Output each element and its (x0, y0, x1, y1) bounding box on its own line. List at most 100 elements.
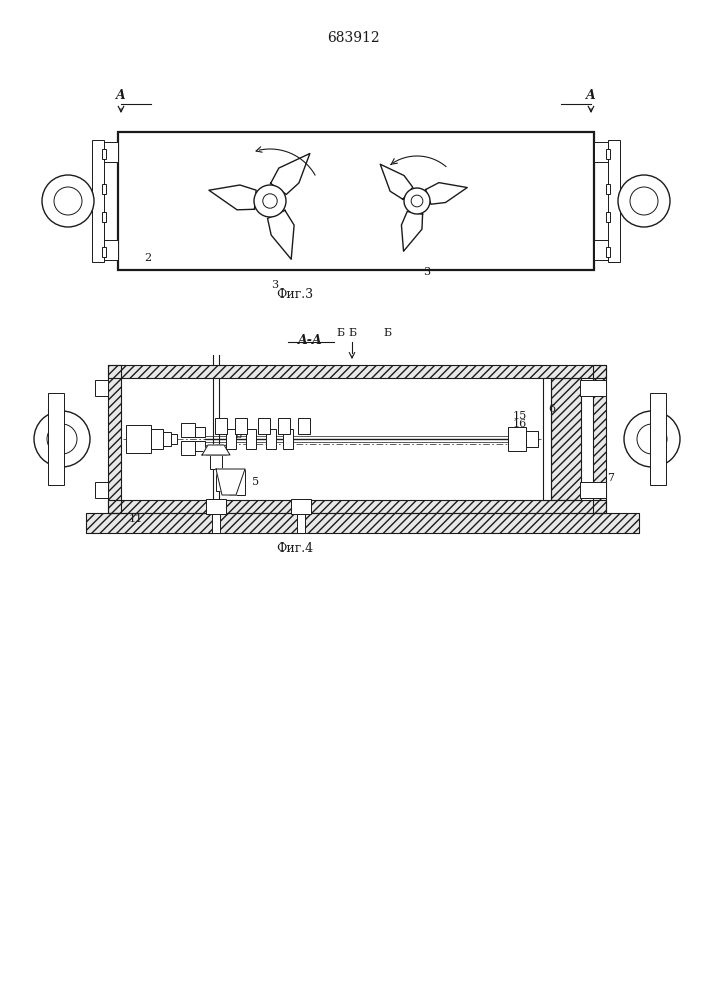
Bar (151, 429, 163, 449)
Circle shape (404, 188, 430, 214)
Bar (118, 132, 594, 270)
Polygon shape (209, 185, 256, 210)
Bar (593, 365, 606, 513)
Text: 7: 7 (607, 473, 614, 483)
Text: 11: 11 (129, 514, 143, 524)
Circle shape (42, 175, 94, 227)
Bar (283, 429, 293, 449)
Circle shape (624, 411, 680, 467)
Text: 15: 15 (513, 411, 527, 421)
Circle shape (361, 145, 473, 257)
Bar (229, 469, 245, 495)
Bar (102, 240, 118, 260)
Bar (226, 429, 236, 449)
Text: 5: 5 (252, 477, 259, 487)
Polygon shape (380, 164, 413, 199)
Polygon shape (402, 211, 423, 251)
Bar (108, 365, 606, 378)
Bar (508, 427, 526, 451)
Bar (102, 142, 118, 162)
Bar (126, 425, 151, 453)
Bar (181, 441, 195, 455)
Text: Б: Б (234, 432, 241, 440)
Bar (108, 365, 121, 513)
Circle shape (204, 135, 336, 267)
Bar (212, 513, 220, 533)
Polygon shape (271, 154, 310, 194)
Text: 3: 3 (271, 280, 279, 290)
Bar (593, 365, 606, 513)
Text: Б: Б (383, 328, 391, 338)
Circle shape (263, 194, 277, 208)
Bar (551, 378, 581, 500)
Text: 16: 16 (513, 419, 527, 429)
Bar (246, 429, 256, 449)
Circle shape (254, 185, 286, 217)
Circle shape (630, 187, 658, 215)
Bar (102, 212, 106, 222)
Bar (102, 184, 106, 194)
Bar (210, 455, 222, 469)
Bar (108, 500, 606, 513)
Text: Б: Б (348, 328, 356, 338)
Circle shape (54, 187, 82, 215)
Bar (95, 380, 108, 396)
Bar (86, 513, 639, 533)
Bar (215, 418, 227, 434)
Text: 2: 2 (144, 253, 151, 263)
Text: Фиг.4: Фиг.4 (276, 542, 314, 554)
Circle shape (411, 195, 423, 207)
Bar (580, 482, 606, 498)
Bar (102, 247, 106, 257)
Circle shape (637, 424, 667, 454)
Bar (580, 380, 606, 396)
Text: A: A (586, 89, 596, 102)
Polygon shape (267, 210, 294, 259)
Text: Фиг.3: Фиг.3 (276, 288, 314, 300)
Bar (86, 513, 639, 533)
Polygon shape (202, 445, 230, 455)
Text: A-A: A-A (298, 334, 322, 347)
Bar (526, 431, 538, 447)
Bar (606, 247, 610, 257)
Bar (171, 434, 177, 444)
Bar (606, 149, 610, 159)
Text: Б: Б (336, 328, 344, 338)
Bar (206, 499, 226, 514)
Text: A: A (116, 89, 126, 102)
Text: 3: 3 (423, 267, 431, 277)
Bar (92, 140, 104, 262)
Polygon shape (426, 183, 467, 204)
Bar (594, 142, 610, 162)
Bar (216, 469, 230, 491)
Bar (298, 418, 310, 434)
Bar (606, 184, 610, 194)
Bar (291, 499, 311, 514)
Bar (181, 423, 195, 437)
Bar (108, 365, 606, 378)
Bar (195, 441, 205, 451)
Bar (195, 427, 205, 437)
Bar (108, 365, 121, 513)
Circle shape (34, 411, 90, 467)
Circle shape (47, 424, 77, 454)
Circle shape (618, 175, 670, 227)
Bar (606, 212, 610, 222)
Bar (206, 445, 226, 455)
Bar (543, 378, 551, 500)
Bar (163, 432, 171, 446)
Bar (108, 500, 606, 513)
Bar (235, 418, 247, 434)
Bar (594, 240, 610, 260)
Bar (608, 140, 620, 262)
Bar (48, 393, 64, 485)
Bar (278, 418, 290, 434)
Bar (95, 482, 108, 498)
Bar (551, 378, 581, 500)
Text: 683912: 683912 (327, 31, 380, 45)
Bar (297, 513, 305, 533)
Bar (258, 418, 270, 434)
Text: 6: 6 (548, 404, 555, 414)
Bar (266, 429, 276, 449)
Bar (102, 149, 106, 159)
